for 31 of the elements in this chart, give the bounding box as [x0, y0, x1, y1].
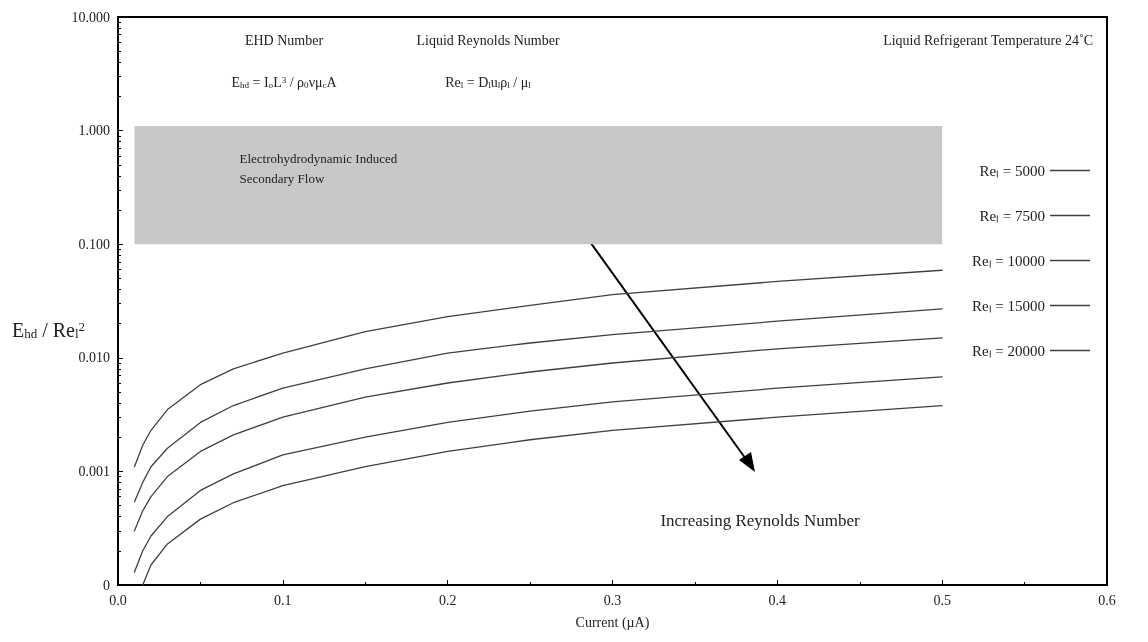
- x-tick-label: 0.3: [603, 592, 622, 608]
- y-axis-title: Ehd / Rel2: [12, 319, 86, 341]
- legend-label: Reₗ = 10000: [971, 252, 1045, 269]
- y-tick-label: 1.000: [78, 123, 110, 139]
- y-tick-label: 0.100: [78, 236, 110, 252]
- line-series: [133, 269, 943, 468]
- band-label: Electrohydrodynamic Induced Secondary Flow: [239, 151, 398, 187]
- line-series: [142, 404, 943, 586]
- text: Rel = Dlulρl / μl: [445, 74, 531, 90]
- annotation: Liquid Reynolds Number: [416, 32, 560, 48]
- annotation: EHD Number: [244, 32, 324, 48]
- x-axis-title: Current (µA): [575, 614, 650, 631]
- line-series: [133, 376, 943, 573]
- annotation: Increasing Reynolds Number: [660, 510, 860, 530]
- y-tick-label: 10.000: [71, 9, 110, 25]
- line-series: [133, 308, 943, 503]
- x-tick-label: 0.6: [1098, 592, 1116, 608]
- x-tick-label: 0.2: [438, 592, 457, 608]
- line-series: [133, 337, 943, 532]
- x-tick-label: 0.0: [109, 592, 127, 608]
- y-tick-label: 0: [103, 577, 110, 593]
- x-tick-label: 0.5: [933, 592, 951, 608]
- annotation: Liquid Refrigerant Temperature 24˚C: [883, 32, 1093, 48]
- x-tick-label: 0.1: [274, 592, 292, 608]
- legend-label: Reₗ = 15000: [971, 297, 1045, 314]
- y-tick-label: 0.010: [78, 350, 110, 366]
- legend-label: Reₗ = 5000: [979, 162, 1045, 179]
- legend-label: Reₗ = 20000: [971, 342, 1045, 359]
- x-tick-label: 0.4: [768, 592, 787, 608]
- legend-label: Reₗ = 7500: [979, 207, 1045, 224]
- y-tick-label: 0.001: [78, 463, 110, 479]
